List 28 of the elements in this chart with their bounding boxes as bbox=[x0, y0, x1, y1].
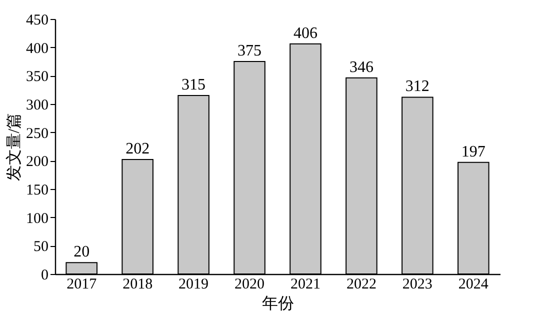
x-tick-label: 2023 bbox=[402, 276, 432, 292]
data-label: 406 bbox=[293, 24, 318, 42]
y-tick-label: 0 bbox=[41, 268, 48, 284]
data-label: 346 bbox=[349, 58, 374, 76]
y-tick-label: 200 bbox=[26, 154, 48, 170]
x-tick-label: 2020 bbox=[234, 276, 265, 292]
y-tick-label: 100 bbox=[26, 210, 48, 227]
data-label: 197 bbox=[461, 143, 486, 160]
y-axis-title: 发文量/篇 bbox=[5, 112, 23, 182]
y-tick-label: 50 bbox=[34, 239, 48, 256]
y-tick-label: 300 bbox=[26, 98, 48, 114]
x-tick-label: 2019 bbox=[178, 276, 209, 292]
x-axis-title: 年份 bbox=[262, 296, 294, 312]
x-tick-label: 2021 bbox=[290, 276, 320, 292]
data-label: 312 bbox=[405, 78, 430, 96]
x-tick-label: 2018 bbox=[122, 276, 153, 292]
data-label: 315 bbox=[182, 76, 206, 94]
y-tick-label: 450 bbox=[26, 12, 48, 28]
x-tick-label: 2024 bbox=[458, 276, 489, 292]
x-tick-label: 2017 bbox=[66, 276, 98, 292]
data-label: 375 bbox=[238, 42, 262, 60]
data-label: 202 bbox=[126, 140, 150, 158]
y-tick-label: 400 bbox=[26, 40, 48, 57]
y-tick-label: 150 bbox=[26, 182, 48, 198]
x-tick-label: 2022 bbox=[346, 276, 376, 292]
y-tick-label: 250 bbox=[26, 126, 48, 142]
y-tick-label: 350 bbox=[26, 69, 48, 86]
data-label: 20 bbox=[74, 244, 90, 261]
